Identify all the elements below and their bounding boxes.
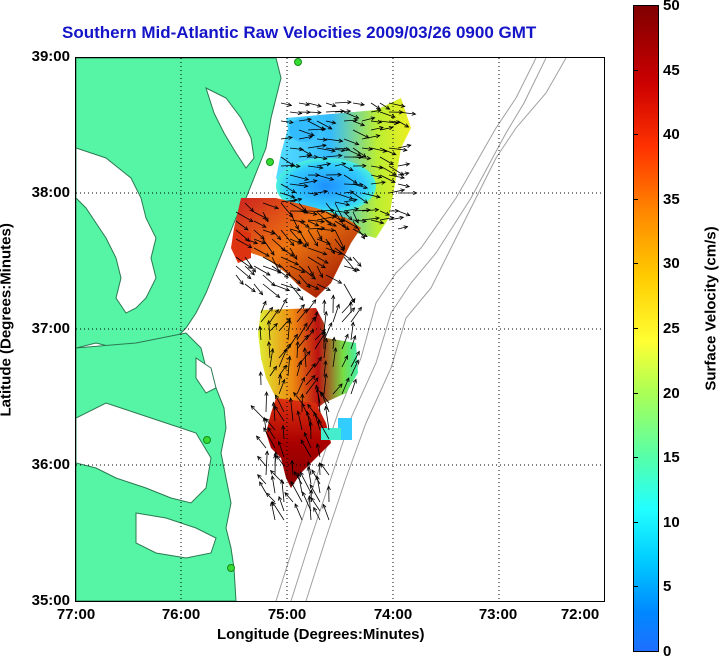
velocity-arrow bbox=[258, 475, 266, 484]
x-tick-label: 73:00 bbox=[468, 606, 528, 623]
velocity-arrow bbox=[260, 482, 266, 493]
colorbar-tick-label: 30 bbox=[663, 255, 680, 272]
colorbar-tick-label: 25 bbox=[663, 320, 680, 337]
velocity-arrow bbox=[266, 451, 267, 475]
velocity-arrow bbox=[324, 323, 332, 340]
colorbar-tick-label: 5 bbox=[663, 578, 671, 595]
velocity-arrow bbox=[266, 493, 275, 502]
y-tick-label: 38:00 bbox=[20, 184, 70, 201]
colorbar-tick-mark bbox=[633, 263, 638, 264]
colorbar-tick-label: 40 bbox=[663, 126, 680, 143]
station-marker bbox=[267, 159, 274, 166]
colorbar-tick-mark bbox=[633, 5, 638, 6]
map-plot-area[interactable] bbox=[75, 57, 605, 602]
colorbar-tick-mark bbox=[633, 393, 638, 394]
velocity-arrow bbox=[353, 257, 361, 266]
colorbar-tick-label: 50 bbox=[663, 0, 680, 14]
x-tick-label: 74:00 bbox=[363, 606, 423, 623]
colorbar-tick-label: 10 bbox=[663, 514, 680, 531]
velocity-arrow bbox=[257, 436, 266, 448]
x-axis-label: Longitude (Degrees:Minutes) bbox=[217, 626, 425, 643]
velocity-arrow bbox=[295, 504, 302, 520]
x-tick-label: 72:00 bbox=[550, 606, 610, 623]
velocity-arrow bbox=[245, 284, 255, 292]
colorbar-tick-label: 0 bbox=[663, 643, 671, 660]
colorbar-tick-mark bbox=[633, 457, 638, 458]
y-tick-label: 39:00 bbox=[20, 48, 70, 65]
y-tick-label: 36:00 bbox=[20, 456, 70, 473]
y-tick-label: 37:00 bbox=[20, 320, 70, 337]
colorbar-tick-label: 45 bbox=[663, 62, 680, 79]
velocity-arrow bbox=[254, 284, 263, 295]
colorbar-tick-mark bbox=[633, 70, 638, 71]
map-canvas bbox=[76, 58, 604, 601]
y-axis-label: Latitude (Degrees:Minutes) bbox=[0, 237, 15, 417]
colorbar-tick-label: 15 bbox=[663, 449, 680, 466]
colorbar-tick-label: 20 bbox=[663, 385, 680, 402]
velocity-arrow bbox=[266, 392, 267, 412]
map-title: Southern Mid-Atlantic Raw Velocities 200… bbox=[62, 23, 536, 43]
colorbar-label: Surface Velocity (cm/s) bbox=[703, 209, 720, 409]
colorbar-tick-mark bbox=[633, 134, 638, 135]
colorbar-tick-mark bbox=[633, 522, 638, 523]
station-marker bbox=[295, 59, 302, 66]
colorbar-tick-mark bbox=[633, 199, 638, 200]
velocity-arrow bbox=[312, 470, 320, 484]
velocity-arrow bbox=[272, 284, 289, 291]
station-marker bbox=[204, 437, 211, 444]
colorbar-tick-mark bbox=[633, 651, 638, 652]
x-tick-label: 77:00 bbox=[46, 606, 106, 623]
velocity-arrow bbox=[371, 103, 380, 109]
velocity-arrow bbox=[285, 493, 293, 502]
velocity-arrow bbox=[351, 307, 361, 322]
colorbar-tick-label: 35 bbox=[663, 191, 680, 208]
station-marker bbox=[228, 565, 235, 572]
velocity-arrow bbox=[335, 102, 351, 103]
x-tick-label: 76:00 bbox=[151, 606, 211, 623]
colorbar-tick-mark bbox=[633, 586, 638, 587]
colorbar-tick-mark bbox=[633, 328, 638, 329]
velocity-arrow bbox=[320, 463, 321, 475]
x-tick-label: 75:00 bbox=[257, 606, 317, 623]
velocity-arrow bbox=[342, 299, 355, 313]
